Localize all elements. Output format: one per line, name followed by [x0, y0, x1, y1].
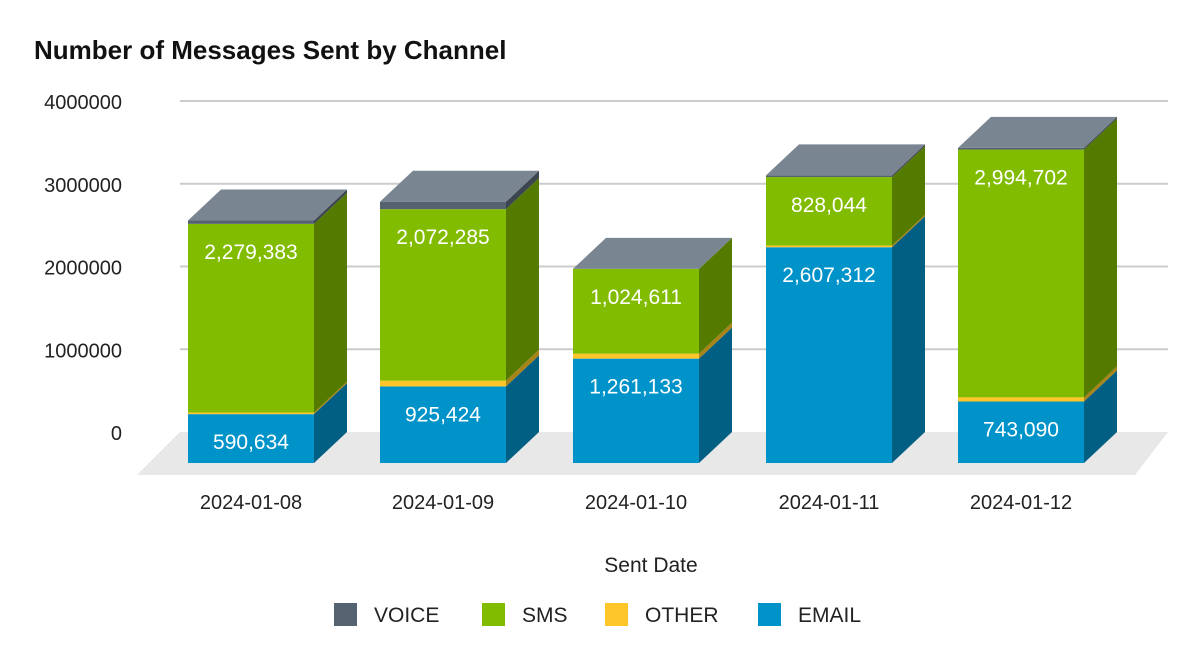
- x-axis-ticks: 2024-01-08 2024-01-09 2024-01-10 2024-01-11…: [200, 492, 1072, 514]
- bar-side-email: [1084, 370, 1117, 463]
- bar-side-other: [1084, 366, 1117, 402]
- bar-top-face: [380, 170, 539, 202]
- legend-swatch: [482, 603, 505, 626]
- legend-swatch: [758, 603, 781, 626]
- bar-segment-other[interactable]: [573, 353, 699, 359]
- legend-item-other[interactable]: OTHER: [605, 603, 719, 627]
- y-tick-label: 0: [111, 423, 122, 445]
- data-label-sms: 2,279,383: [204, 241, 297, 264]
- y-tick-label: 1000000: [44, 340, 122, 362]
- bar-side-sms: [314, 192, 347, 413]
- bar-stack[interactable]: 2,607,312 828,044: [766, 144, 925, 463]
- bar-stack[interactable]: 1,261,133 1,024,611: [573, 237, 732, 463]
- legend-label: VOICE: [374, 604, 439, 627]
- bar-side-other: [699, 322, 732, 359]
- legend-item-email[interactable]: EMAIL: [758, 603, 861, 627]
- x-tick-label: 2024-01-12: [970, 492, 1072, 514]
- chart-title: Number of Messages Sent by Channel: [34, 35, 506, 65]
- bar-segment-voice[interactable]: [766, 175, 892, 178]
- y-tick-label: 3000000: [44, 175, 122, 197]
- bar-side-email: [892, 216, 925, 463]
- bar-side-voice: [314, 189, 347, 224]
- legend[interactable]: VOICE SMS OTHER EMAIL: [334, 603, 861, 627]
- data-label-email: 743,090: [983, 419, 1059, 442]
- data-label-sms: 2,072,285: [396, 226, 489, 249]
- bar-side-voice: [892, 144, 925, 178]
- bar-side-voice: [506, 170, 539, 210]
- bar-stack[interactable]: 743,090 2,994,702: [958, 116, 1117, 463]
- bar-segment-sms[interactable]: [958, 149, 1084, 398]
- bar-stack[interactable]: 590,634 2,279,383: [188, 189, 347, 463]
- bar-side-other: [892, 214, 925, 248]
- x-tick-label: 2024-01-10: [585, 492, 687, 514]
- data-label-email: 925,424: [405, 403, 481, 426]
- legend-label: OTHER: [645, 604, 719, 627]
- bar-segment-other[interactable]: [766, 245, 892, 248]
- bar-segment-other[interactable]: [380, 380, 506, 387]
- bar-segment-email[interactable]: [380, 386, 506, 463]
- legend-swatch: [334, 603, 357, 626]
- bar-segment-sms[interactable]: [380, 209, 506, 381]
- bar-segment-email[interactable]: [766, 247, 892, 463]
- legend-label: EMAIL: [798, 604, 861, 627]
- bar-top-face: [958, 116, 1117, 148]
- legend-item-voice[interactable]: VOICE: [334, 603, 439, 627]
- bar-side-email: [314, 383, 347, 463]
- x-tick-label: 2024-01-11: [779, 492, 880, 514]
- data-label-email: 2,607,312: [782, 264, 875, 287]
- x-axis-title: Sent Date: [604, 554, 697, 577]
- data-label-sms: 828,044: [791, 194, 867, 217]
- bar-segment-voice[interactable]: [380, 201, 506, 210]
- x-tick-label: 2024-01-08: [200, 492, 302, 514]
- bar-segment-email[interactable]: [188, 414, 314, 463]
- bar-segment-sms[interactable]: [573, 268, 699, 354]
- bar-top-face: [766, 144, 925, 176]
- data-label-sms: 1,024,611: [590, 286, 682, 309]
- bar-side-sms: [1084, 118, 1117, 398]
- bar-segment-voice[interactable]: [188, 220, 314, 224]
- y-tick-label: 4000000: [44, 92, 122, 114]
- bar-side-email: [699, 327, 732, 463]
- legend-item-sms[interactable]: SMS: [482, 603, 568, 627]
- data-label-sms: 2,994,702: [974, 167, 1067, 190]
- bar-top-face: [188, 189, 347, 221]
- bar-stack[interactable]: 925,424 2,072,285: [380, 170, 539, 463]
- x-tick-label: 2024-01-09: [392, 492, 494, 514]
- bar-segment-other[interactable]: [188, 412, 314, 415]
- bar-segment-sms[interactable]: [766, 177, 892, 246]
- data-label-email: 1,261,133: [589, 376, 682, 399]
- y-tick-label: 2000000: [44, 258, 122, 280]
- legend-label: SMS: [522, 604, 568, 627]
- data-label-email: 590,634: [213, 431, 289, 454]
- bar-segment-email[interactable]: [958, 401, 1084, 463]
- bar-side-voice: [1084, 116, 1117, 150]
- bar-side-email: [506, 355, 539, 463]
- bar-segment-email[interactable]: [573, 358, 699, 463]
- y-axis-ticks: 0 1000000 2000000 3000000 4000000: [44, 92, 122, 445]
- bar-top-face: [573, 237, 732, 269]
- bar-side-sms: [506, 178, 539, 381]
- bar-side-sms: [699, 237, 732, 354]
- bar-segment-voice[interactable]: [958, 147, 1084, 150]
- bar-stacks: 590,634 2,279,383 925,424 2,072,285 1,261,13…: [188, 116, 1117, 463]
- bar-side-other: [314, 381, 347, 415]
- legend-swatch: [605, 603, 628, 626]
- bar-side-sms: [892, 146, 925, 246]
- bar-segment-sms[interactable]: [188, 223, 314, 413]
- bar-segment-other[interactable]: [958, 397, 1084, 402]
- bar-side-other: [506, 349, 539, 387]
